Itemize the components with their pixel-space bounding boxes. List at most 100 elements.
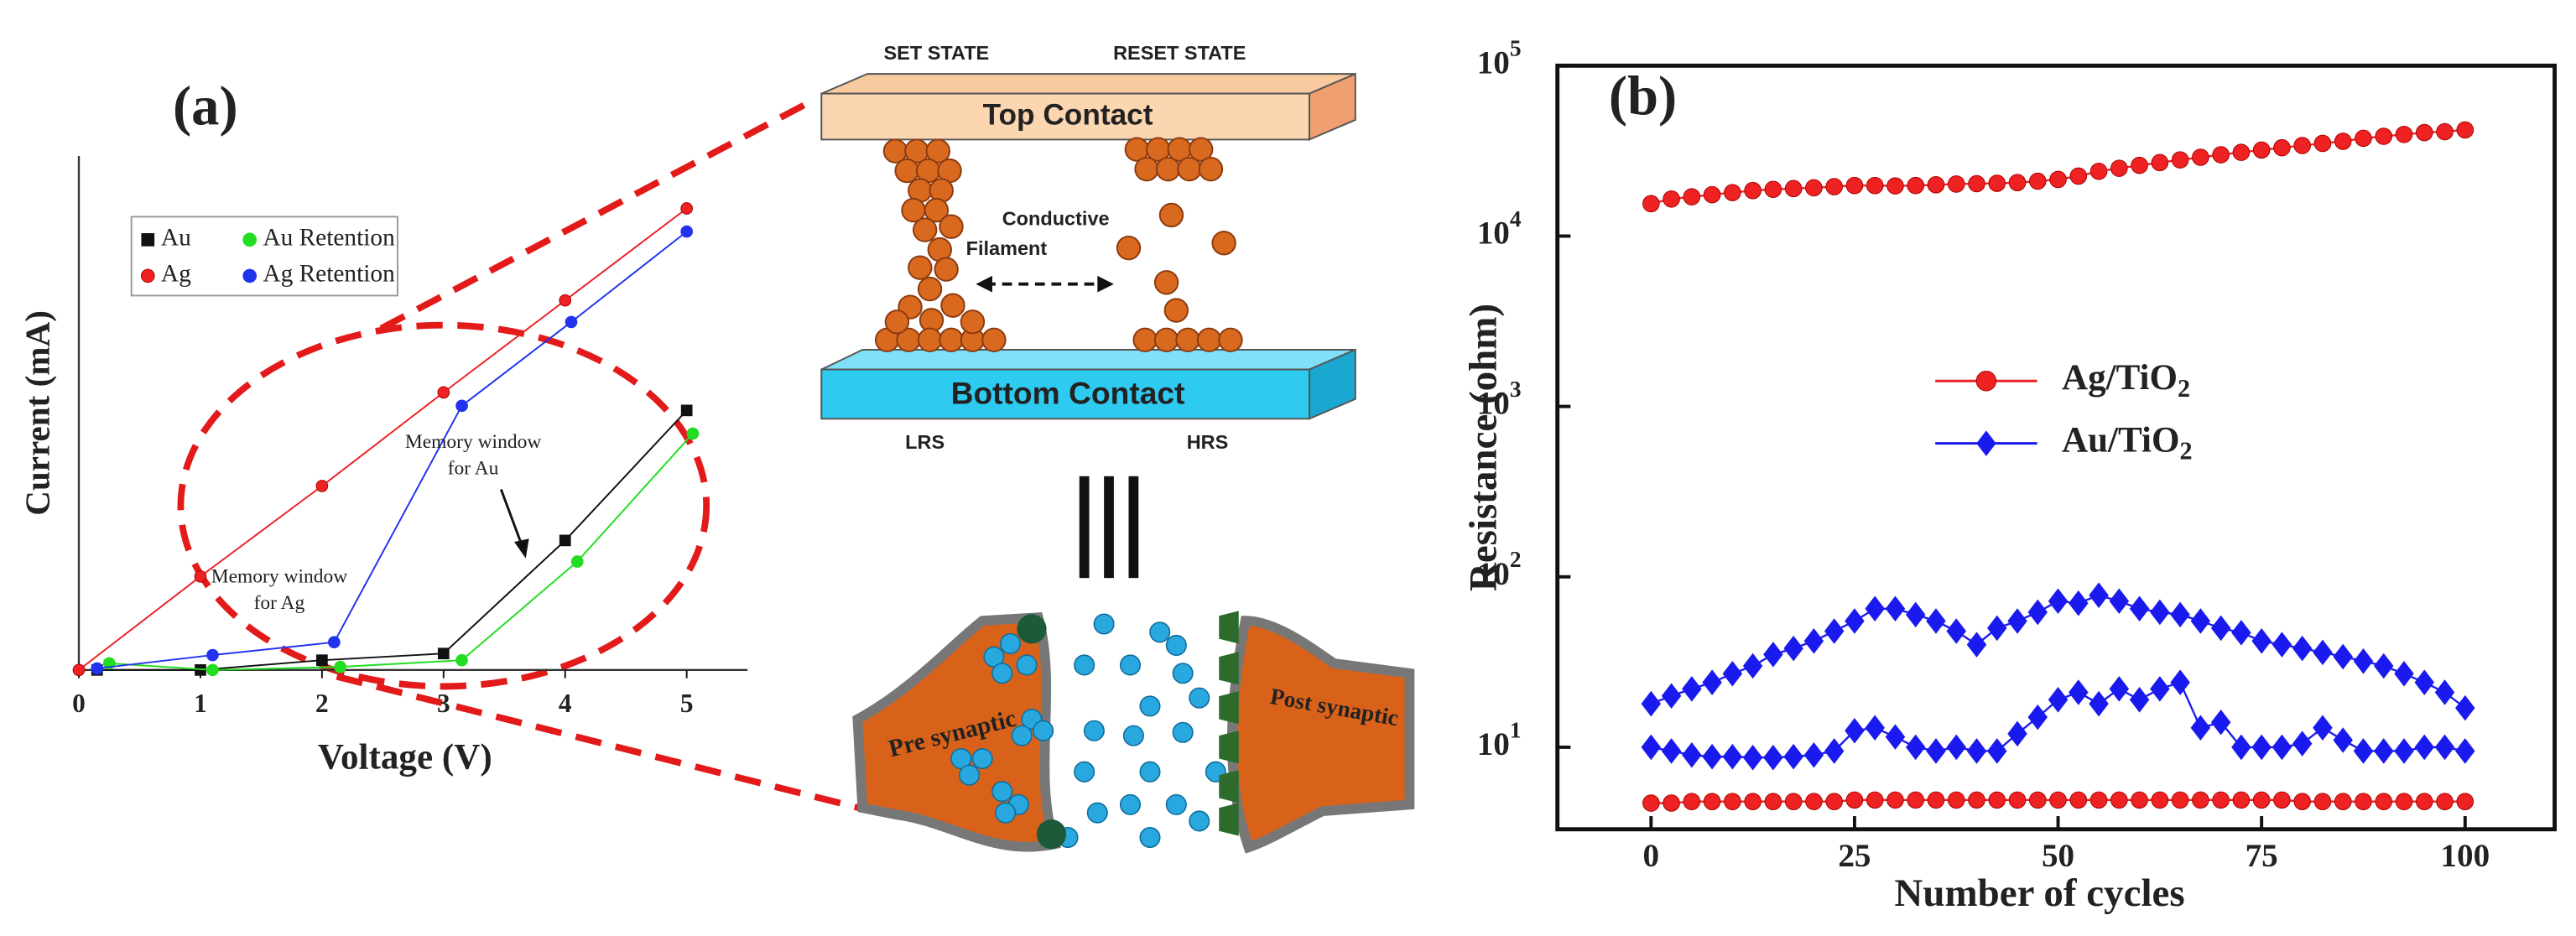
ion xyxy=(884,309,910,335)
vesicle xyxy=(1165,793,1187,815)
marker xyxy=(2395,125,2413,143)
marker xyxy=(141,233,155,247)
marker xyxy=(2131,156,2148,174)
marker xyxy=(2029,791,2047,809)
vesicle xyxy=(1122,725,1144,746)
set-state-label: SET STATE xyxy=(884,42,990,64)
ion xyxy=(1155,156,1181,182)
marker xyxy=(2212,791,2230,809)
memristor-diagram: Top Contact Bottom Contact SET STATE RES… xyxy=(820,42,1415,854)
marker xyxy=(1987,615,2007,642)
marker xyxy=(2455,738,2475,764)
vesicle xyxy=(995,802,1017,824)
marker xyxy=(2272,632,2292,658)
annotation: Memory window xyxy=(405,431,541,453)
panel-label: (b) xyxy=(1609,66,1677,127)
lrs-label: LRS xyxy=(905,431,945,453)
marker xyxy=(2415,123,2433,142)
marker xyxy=(2089,791,2108,809)
vesicle xyxy=(991,663,1013,684)
top-contact-top xyxy=(820,73,1356,95)
panel-label: (a) xyxy=(173,75,238,137)
marker xyxy=(680,404,693,417)
equiv-bar xyxy=(1104,476,1114,579)
marker xyxy=(1724,793,1741,810)
marker xyxy=(2069,791,2088,809)
marker xyxy=(1682,676,1702,702)
ion xyxy=(1116,235,1142,261)
marker xyxy=(2170,669,2190,695)
marker xyxy=(2293,137,2311,154)
marker xyxy=(2313,715,2333,741)
marker xyxy=(1805,179,1823,197)
marker xyxy=(2151,791,2169,809)
marker xyxy=(1907,176,1924,195)
ion xyxy=(917,276,943,302)
marker xyxy=(2231,734,2251,761)
legend-label: Au Retention xyxy=(263,225,395,252)
post-synapse xyxy=(1226,616,1415,854)
zoom-line xyxy=(336,673,880,816)
legend-label: Ag xyxy=(161,261,191,288)
ion xyxy=(939,327,964,352)
marker xyxy=(1966,738,1987,764)
marker xyxy=(1803,628,1824,654)
ion xyxy=(981,327,1007,352)
marker xyxy=(2415,793,2433,810)
ion xyxy=(1134,156,1159,182)
y-tick-label: 104 xyxy=(1477,206,1522,251)
x-tick-label: 0 xyxy=(1643,838,1660,874)
marker xyxy=(2110,791,2128,809)
marker xyxy=(2436,793,2454,810)
bottom-contact-top xyxy=(820,349,1356,371)
vesicles xyxy=(950,611,1239,850)
vesicle xyxy=(959,764,981,786)
series-line xyxy=(78,207,688,671)
vesicle xyxy=(983,646,1005,668)
marker xyxy=(1722,661,1743,687)
marker xyxy=(2251,628,2272,654)
marker xyxy=(1947,791,1965,809)
marker xyxy=(2232,143,2251,161)
ion xyxy=(1158,202,1184,228)
marker xyxy=(1968,791,1985,809)
marker xyxy=(1975,370,1997,392)
marker xyxy=(1825,178,1843,195)
marker xyxy=(1865,595,1885,622)
series-line xyxy=(96,231,688,669)
marker xyxy=(1764,180,1782,199)
marker xyxy=(2293,793,2311,810)
marker xyxy=(2232,791,2251,809)
marker xyxy=(2334,793,2352,810)
marker xyxy=(1987,738,2007,764)
ion xyxy=(1211,231,1236,256)
receptor xyxy=(1219,770,1239,803)
ion xyxy=(1132,327,1158,352)
marker xyxy=(1845,791,1864,809)
marker xyxy=(2049,791,2067,809)
marker xyxy=(2008,174,2027,191)
ion xyxy=(939,214,964,239)
ion xyxy=(1177,156,1202,182)
marker xyxy=(2436,122,2454,141)
marker xyxy=(242,232,258,247)
x-tick-label: 3 xyxy=(437,689,450,718)
marker xyxy=(2069,679,2089,705)
vesicle xyxy=(1139,826,1161,849)
marker xyxy=(2027,704,2048,731)
vesicle xyxy=(1074,761,1095,783)
marker xyxy=(1703,793,1721,810)
ion xyxy=(1163,298,1189,323)
highlight-ellipse xyxy=(177,321,710,690)
marker xyxy=(1683,188,1701,205)
reset-state-label: RESET STATE xyxy=(1113,42,1246,64)
marker xyxy=(1641,734,1662,761)
marker xyxy=(565,315,578,329)
ion xyxy=(1196,327,1222,352)
marker xyxy=(2375,127,2393,145)
filament-label: Conductive xyxy=(1002,208,1110,230)
marker xyxy=(2375,793,2393,810)
series-line xyxy=(96,409,688,671)
